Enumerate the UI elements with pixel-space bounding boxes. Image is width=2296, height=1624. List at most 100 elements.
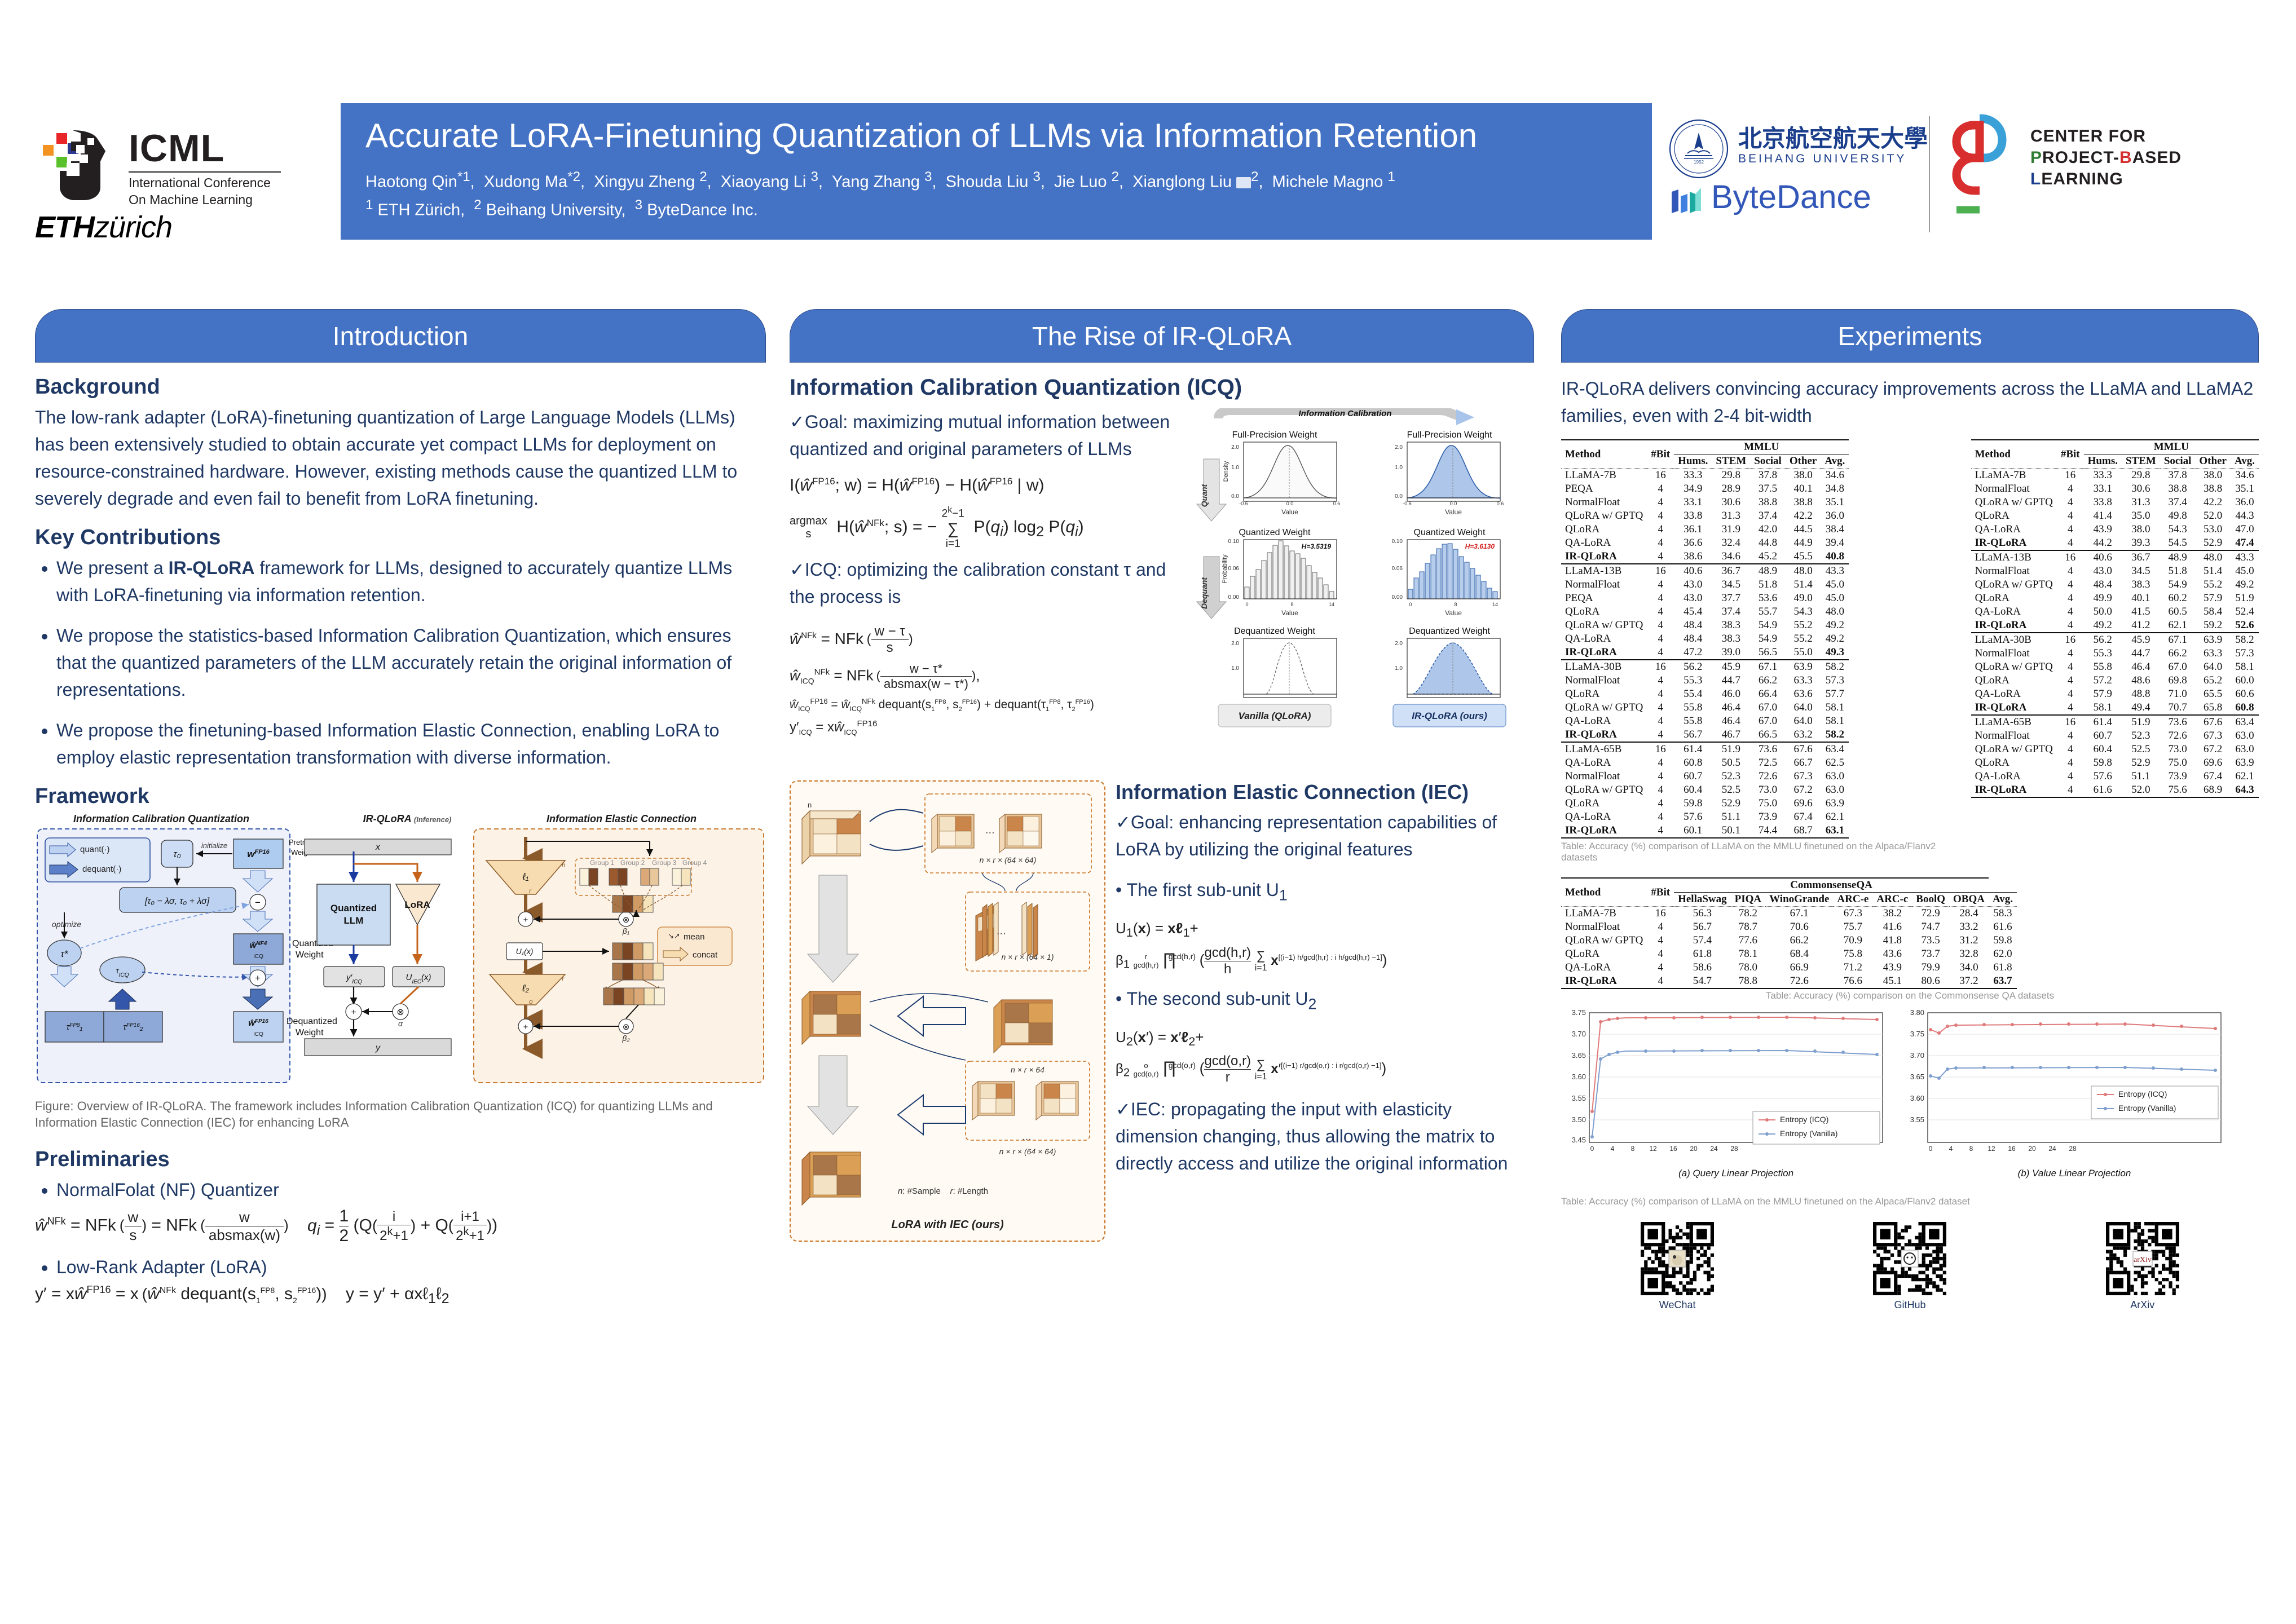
svg-text:(b) Value Linear Projection: (b) Value Linear Projection [2018,1168,2131,1179]
svg-text:3.55: 3.55 [1910,1115,1924,1124]
svg-text:0.00: 0.00 [1228,594,1240,601]
svg-text:3.65: 3.65 [1910,1073,1924,1081]
svg-text:β₁: β₁ [622,926,630,935]
svg-text:Full-Precision Weight: Full-Precision Weight [1232,430,1317,440]
svg-text:1952: 1952 [1694,160,1704,165]
svg-text:0.10: 0.10 [1392,539,1403,545]
svg-text:14: 14 [1492,602,1498,607]
svg-text:ℓ₂: ℓ₂ [522,983,529,994]
svg-text:Quantized: Quantized [330,903,377,914]
svg-text:arXiv: arXiv [2134,1256,2152,1264]
svg-text:+: + [255,973,261,983]
svg-text:Entropy (Vanilla): Entropy (Vanilla) [2118,1104,2176,1113]
svg-text:Group 3: Group 3 [652,859,677,867]
svg-text:U₁(x): U₁(x) [516,947,534,956]
svg-text:0.0: 0.0 [1231,493,1239,500]
svg-text:12: 12 [1649,1145,1657,1153]
svg-text:Value: Value [1281,609,1298,617]
svg-text:3.60: 3.60 [1910,1094,1924,1102]
svg-text:Dequantized Weight: Dequantized Weight [1409,626,1490,636]
svg-text:0.10: 0.10 [1228,539,1240,545]
svg-text:Entropy (ICQ): Entropy (ICQ) [1780,1115,1828,1124]
svg-text:24: 24 [1710,1145,1718,1153]
svg-text:...: ... [985,824,995,836]
svg-text:0.6: 0.6 [1333,501,1341,506]
svg-text:3.70: 3.70 [1572,1030,1586,1038]
svg-text:mean: mean [684,932,705,942]
svg-text:⊗: ⊗ [623,1022,630,1032]
svg-text:h: h [562,861,566,869]
svg-text:+: + [523,915,528,925]
svg-text:ICQ: ICQ [253,1031,263,1038]
svg-text:3.45: 3.45 [1572,1136,1586,1144]
svg-text:8: 8 [1290,602,1293,607]
svg-text:1.0: 1.0 [1395,465,1403,471]
svg-text:0.00: 0.00 [1392,594,1403,601]
svg-text:β₂: β₂ [622,1034,630,1043]
svg-text:1.0: 1.0 [1231,665,1239,672]
svg-text:x: x [375,842,381,852]
svg-text:o: o [529,998,533,1005]
svg-text:Dequantized Weight: Dequantized Weight [1234,626,1315,636]
svg-text:0.06: 0.06 [1228,566,1240,572]
svg-text:τ₀: τ₀ [173,849,181,859]
svg-text:n: n [808,801,812,809]
svg-text:Information Calibration: Information Calibration [1299,409,1392,418]
svg-text:24: 24 [2048,1145,2056,1153]
svg-text:IR-QLoRA (Inference): IR-QLoRA (Inference) [363,813,452,824]
svg-text:8: 8 [1631,1145,1635,1153]
svg-text:Information Calibration Quanti: Information Calibration Quantization [73,813,249,824]
svg-text:2.0: 2.0 [1395,444,1403,451]
svg-text:3.50: 3.50 [1572,1115,1586,1124]
svg-text:Quantized Weight: Quantized Weight [1414,528,1486,537]
svg-text:y: y [375,1043,381,1053]
svg-text:+: + [351,1008,356,1017]
svg-text:LoRA: LoRA [404,899,430,910]
svg-text:Dequantized: Dequantized [287,1017,337,1026]
svg-text:n: #Sample r: #Length: n: #Sample r: #Length [898,1186,988,1196]
svg-text:...: ... [1022,1131,1032,1143]
svg-text:n × r × (64 × 64): n × r × (64 × 64) [980,855,1037,864]
svg-text:4: 4 [1611,1145,1615,1153]
svg-text:optimize: optimize [52,920,81,929]
svg-text:3.75: 3.75 [1572,1008,1586,1017]
svg-text:Value: Value [1281,508,1298,516]
svg-text:0.0: 0.0 [1395,493,1403,500]
svg-text:Entropy (ICQ): Entropy (ICQ) [2118,1089,2167,1098]
svg-text:(a) Query Linear Projection: (a) Query Linear Projection [1678,1168,1793,1179]
svg-text:16: 16 [1669,1145,1677,1153]
svg-text:IR-QLoRA (ours): IR-QLoRA (ours) [1412,710,1487,721]
svg-text:Quant: Quant [1200,483,1209,507]
svg-text:16: 16 [2008,1145,2016,1153]
svg-text:H=3.5319: H=3.5319 [1302,542,1332,550]
svg-text:Group 2: Group 2 [620,859,645,867]
svg-text:2.0: 2.0 [1395,641,1403,647]
svg-text:α: α [398,1019,403,1028]
svg-text:8: 8 [1969,1145,1973,1153]
svg-text:28: 28 [2069,1145,2077,1153]
svg-text:3.55: 3.55 [1572,1094,1586,1102]
svg-text:...: ... [997,925,1006,937]
svg-text:2.0: 2.0 [1231,444,1239,451]
svg-text:+: + [523,1022,528,1032]
svg-text:quant(·): quant(·) [80,845,110,854]
svg-text:28: 28 [1730,1145,1738,1153]
svg-text:Density: Density [1223,461,1229,482]
svg-text:14: 14 [1329,602,1334,607]
svg-text:0.0: 0.0 [1286,501,1294,506]
svg-text:⊗: ⊗ [396,1008,404,1017]
svg-text:τ*: τ* [61,948,69,959]
svg-text:0.0: 0.0 [1450,501,1457,506]
svg-text:0: 0 [1929,1145,1933,1153]
svg-text:8: 8 [1454,602,1457,607]
svg-text:n × r × 64: n × r × 64 [1011,1065,1045,1074]
svg-text:0.06: 0.06 [1392,566,1403,572]
svg-text:↘↗: ↘↗ [668,932,680,940]
svg-text:20: 20 [1690,1145,1698,1153]
svg-text:Weight: Weight [296,950,324,960]
svg-text:Group 1: Group 1 [590,859,615,867]
svg-text:0: 0 [1590,1145,1594,1153]
svg-text:Full-Precision Weight: Full-Precision Weight [1407,430,1492,440]
svg-text:[τ₀ − λσ, τ₀ + λσ]: [τ₀ − λσ, τ₀ + λσ] [144,897,210,906]
svg-text:3.65: 3.65 [1572,1051,1586,1060]
